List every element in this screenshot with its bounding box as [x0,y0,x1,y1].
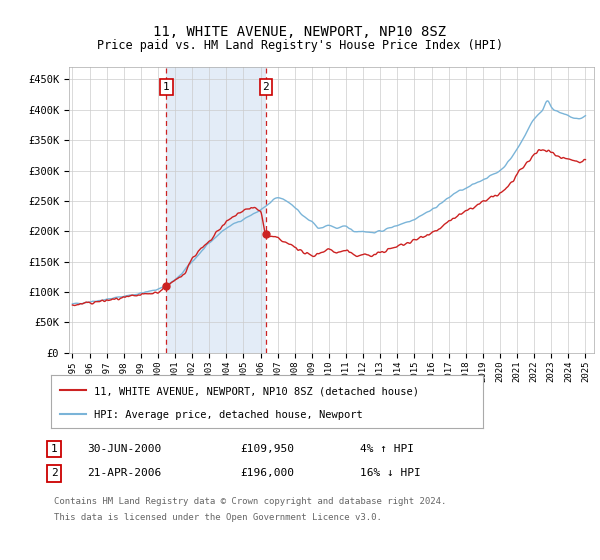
Text: 11, WHITE AVENUE, NEWPORT, NP10 8SZ (detached house): 11, WHITE AVENUE, NEWPORT, NP10 8SZ (det… [94,386,419,396]
Bar [166,67,266,353]
Text: 30-JUN-2000: 30-JUN-2000 [87,444,161,454]
Text: 16% ↓ HPI: 16% ↓ HPI [360,468,421,478]
Text: Contains HM Land Registry data © Crown copyright and database right 2024.: Contains HM Land Registry data © Crown c… [54,497,446,506]
Text: HPI: Average price, detached house, Newport: HPI: Average price, detached house, Newp… [94,409,363,419]
Text: 1: 1 [163,82,170,92]
Text: 1: 1 [50,444,58,454]
Text: 2: 2 [50,468,58,478]
Text: 21-APR-2006: 21-APR-2006 [87,468,161,478]
Text: £109,950: £109,950 [240,444,294,454]
Text: This data is licensed under the Open Government Licence v3.0.: This data is licensed under the Open Gov… [54,514,382,522]
Text: 11, WHITE AVENUE, NEWPORT, NP10 8SZ: 11, WHITE AVENUE, NEWPORT, NP10 8SZ [154,25,446,39]
Text: 4% ↑ HPI: 4% ↑ HPI [360,444,414,454]
Text: Price paid vs. HM Land Registry's House Price Index (HPI): Price paid vs. HM Land Registry's House … [97,39,503,52]
Text: £196,000: £196,000 [240,468,294,478]
Text: 2: 2 [262,82,269,92]
